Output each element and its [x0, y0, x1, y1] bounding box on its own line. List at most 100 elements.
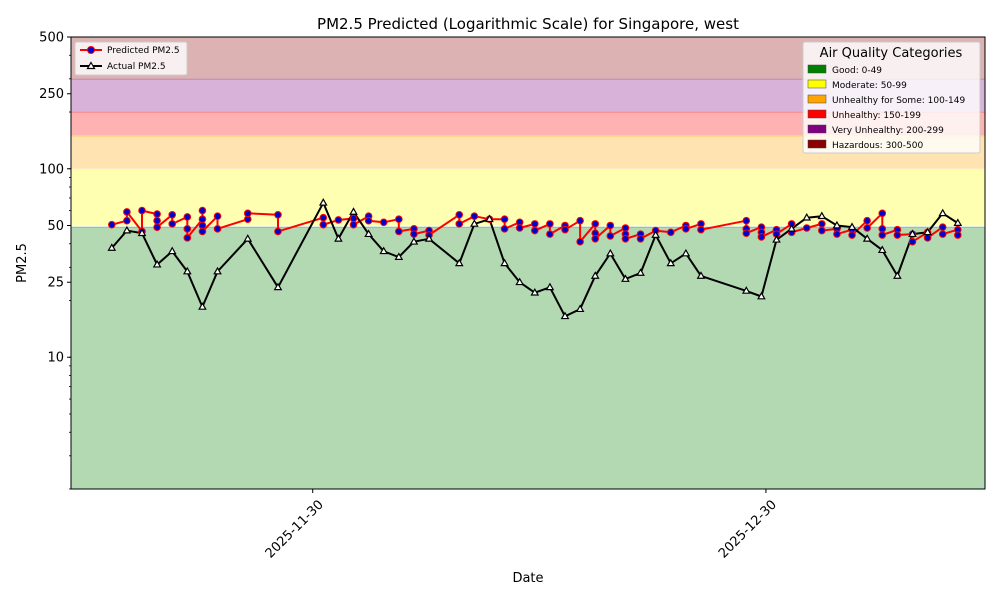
- predicted-point: [168, 210, 177, 219]
- predicted-point: [395, 227, 403, 236]
- predicted-point: [818, 220, 826, 228]
- x-tick-label: 2025-12-30: [716, 497, 780, 561]
- actual-point: [122, 225, 132, 234]
- predicted-point: [153, 216, 161, 225]
- predicted-point: [636, 234, 645, 243]
- category-swatch-2: [807, 94, 827, 104]
- x-tick-label: 2025-11-30: [263, 497, 327, 561]
- predicted-point: [591, 234, 600, 243]
- actual-point: [182, 266, 192, 275]
- actual-point: [681, 248, 691, 257]
- predicted-point: [319, 220, 328, 229]
- actual-point: [651, 230, 660, 238]
- actual-point: [847, 222, 857, 231]
- predicted-point: [168, 220, 177, 228]
- predicted-point: [591, 220, 600, 228]
- predicted-point: [666, 228, 675, 237]
- y-tick-label: 25: [47, 276, 64, 291]
- predicted-point: [183, 213, 192, 221]
- predicted-point: [153, 210, 161, 218]
- legend-predicted-label: Predicted PM2.5: [107, 46, 180, 56]
- series-legend: Predicted PM2.5 Actual PM2.5: [74, 41, 188, 76]
- predicted-point: [410, 230, 418, 238]
- actual-point: [454, 258, 464, 267]
- category-label-1: Moderate: 50-99: [832, 81, 907, 91]
- actual-point: [772, 235, 781, 243]
- actual-point: [530, 287, 540, 296]
- predicted-point: [243, 209, 252, 218]
- actual-point: [877, 245, 887, 254]
- actual-point: [273, 282, 283, 291]
- y-tick-label: 50: [47, 219, 64, 234]
- predicted-point: [198, 227, 207, 236]
- category-legend-title: Air Quality Categories: [820, 46, 963, 61]
- actual-point: [137, 228, 147, 237]
- predicted-point: [349, 220, 358, 229]
- category-label-5: Hazardous: 300-500: [832, 141, 923, 151]
- predicted-point: [561, 225, 569, 234]
- predicted-point: [742, 216, 751, 225]
- predicted-point: [213, 225, 222, 233]
- predicted-point: [515, 224, 524, 232]
- actual-point: [908, 229, 917, 238]
- predicted-point: [546, 220, 554, 228]
- actual-point: [198, 302, 207, 310]
- predicted-point: [863, 224, 871, 232]
- predicted-point: [123, 208, 131, 216]
- predicted-point: [833, 230, 841, 238]
- actual-point: [953, 218, 963, 226]
- predicted-point: [938, 223, 947, 231]
- y-tick-label: 250: [39, 87, 64, 102]
- category-legend-items: Good: 0-49 Moderate: 50-99 Unhealthy for S…: [807, 64, 965, 151]
- predicted-point: [576, 216, 584, 225]
- predicted-point: [878, 209, 887, 218]
- actual-point: [636, 268, 645, 276]
- actual-point: [741, 286, 751, 294]
- predicted-point: [954, 231, 962, 239]
- predicted-point: [334, 216, 343, 224]
- series-layer: [107, 198, 963, 320]
- actual-point: [107, 243, 117, 251]
- actual-point: [394, 252, 404, 260]
- actual-point: [424, 234, 434, 242]
- actual-point: [575, 304, 585, 313]
- actual-point: [787, 224, 796, 232]
- predicted-point: [606, 232, 615, 240]
- y-axis-label: PM2.5: [15, 243, 30, 283]
- category-label-3: Unhealthy: 150-199: [832, 111, 921, 121]
- predicted-point: [893, 231, 902, 239]
- predicted-point: [198, 206, 207, 215]
- actual-point: [470, 219, 479, 227]
- predicted-point: [878, 231, 887, 239]
- predicted-point: [123, 216, 131, 225]
- x-axis-label: Date: [512, 571, 543, 586]
- actual-point: [379, 246, 389, 255]
- actual-point: [696, 271, 706, 279]
- predicted-point: [546, 230, 554, 238]
- category-swatch-3: [807, 109, 827, 119]
- actual-point: [802, 212, 812, 221]
- predicted-point: [863, 216, 871, 225]
- actual-point: [832, 220, 842, 229]
- predicted-point: [757, 233, 766, 241]
- category-legend: Air Quality Categories Good: 0-49 Moderat…: [802, 41, 981, 154]
- actual-point: [666, 258, 676, 267]
- predicted-point: [621, 234, 630, 243]
- predicted-point: [908, 237, 917, 246]
- actual-point: [500, 258, 509, 267]
- actual-point: [545, 282, 555, 291]
- series-legend-box: [74, 41, 188, 76]
- predicted-point: [938, 230, 947, 238]
- predicted-point: [923, 234, 932, 242]
- actual-point: [923, 227, 932, 236]
- actual-point: [364, 229, 373, 238]
- legend-actual-marker: [86, 61, 96, 70]
- actual-point: [862, 234, 872, 242]
- predicted-point: [576, 237, 584, 246]
- predicted-point: [153, 223, 161, 231]
- actual-point: [485, 214, 494, 223]
- legend-actual-label: Actual PM2.5: [107, 62, 166, 72]
- predicted-point: [500, 215, 509, 223]
- predicted-point: [530, 226, 539, 235]
- actual-point: [334, 234, 343, 242]
